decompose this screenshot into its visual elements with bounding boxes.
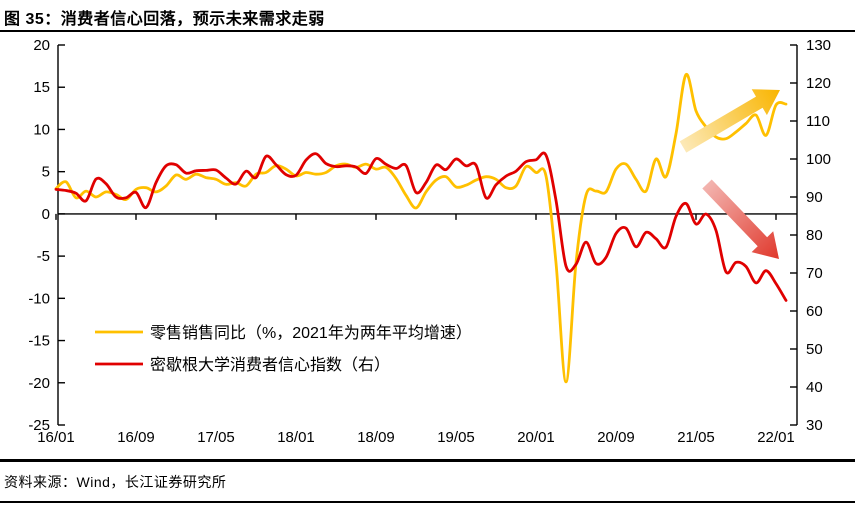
left-axis-tick-label: -10 <box>28 290 50 307</box>
left-axis-tick-label: -15 <box>28 333 50 350</box>
bottom-border <box>0 501 855 503</box>
left-axis-tick-label: -20 <box>28 375 50 392</box>
left-axis-tick-label: 15 <box>33 79 50 96</box>
retail-sales-line <box>54 73 788 384</box>
downtrend-arrow-icon <box>702 179 779 259</box>
legend-label-confidence: 密歇根大学消费者信心指数（右） <box>150 356 390 374</box>
right-axis-tick-label: 60 <box>806 303 823 320</box>
left-axis-tick-label: 20 <box>33 37 50 54</box>
chart-canvas: 20151050-5-10-15-20-25130120110100908070… <box>28 37 831 446</box>
x-axis-tick-label: 19/05 <box>437 429 475 446</box>
source-note: 资料来源：Wind，长江证券研究所 <box>4 474 227 490</box>
x-axis-tick-label: 20/01 <box>517 429 555 446</box>
right-axis-tick-label: 110 <box>806 113 830 130</box>
figure-title: 图 35：消费者信心回落，预示未来需求走弱 <box>4 11 325 28</box>
line-chart: 20 15 10 5 0 -5 -10 -15 -20 -25 130 120 110 100 90 80 70… <box>0 32 855 456</box>
right-axis-tick-label: 90 <box>806 189 823 206</box>
consumer-confidence-line <box>54 151 788 302</box>
x-axis-labels: 16/01 16/09 17/05 18/01 18/09 19/05 20/01 20/09… <box>37 213 795 446</box>
right-axis-tick-label: 130 <box>806 37 831 54</box>
right-axis-tick-label: 120 <box>806 75 831 92</box>
uptrend-arrow-icon <box>679 89 780 153</box>
x-axis-tick-label: 22/01 <box>757 429 795 446</box>
left-axis-tick-label: -5 <box>37 248 50 265</box>
legend: 零售销售同比（%，2021年为两年平均增速） 密歇根大学消费者信心指数（右） <box>95 324 472 374</box>
right-axis-tick-label: 50 <box>806 341 823 358</box>
left-axis-tick-label: 10 <box>33 121 50 138</box>
x-axis-tick-label: 20/09 <box>597 429 635 446</box>
right-axis-tick-label: 70 <box>806 265 823 282</box>
right-axis-tick-label: 80 <box>806 227 823 244</box>
x-axis-tick-label: 18/01 <box>277 429 315 446</box>
left-axis-tick-label: 0 <box>42 206 50 223</box>
x-axis-tick-label: 18/09 <box>357 429 395 446</box>
left-axis-tick-label: -25 <box>28 417 50 434</box>
title-divider <box>0 30 855 32</box>
x-axis-tick-label: 17/05 <box>197 429 235 446</box>
x-axis-tick-label: 16/01 <box>37 429 75 446</box>
x-axis-tick-label: 16/09 <box>117 429 155 446</box>
left-axis-tick-label: 5 <box>42 164 50 181</box>
right-axis-tick-label: 30 <box>806 417 823 434</box>
right-axis-labels: 130 120 110 100 90 80 70 60 50 40 30 <box>790 37 831 434</box>
footer-divider <box>0 459 855 462</box>
legend-label-retail: 零售销售同比（%，2021年为两年平均增速） <box>150 324 472 342</box>
x-axis-tick-label: 21/05 <box>677 429 715 446</box>
left-axis-labels: 20 15 10 5 0 -5 -10 -15 -20 -25 <box>28 37 65 434</box>
right-axis-tick-label: 40 <box>806 379 823 396</box>
right-axis-tick-label: 100 <box>806 151 831 168</box>
